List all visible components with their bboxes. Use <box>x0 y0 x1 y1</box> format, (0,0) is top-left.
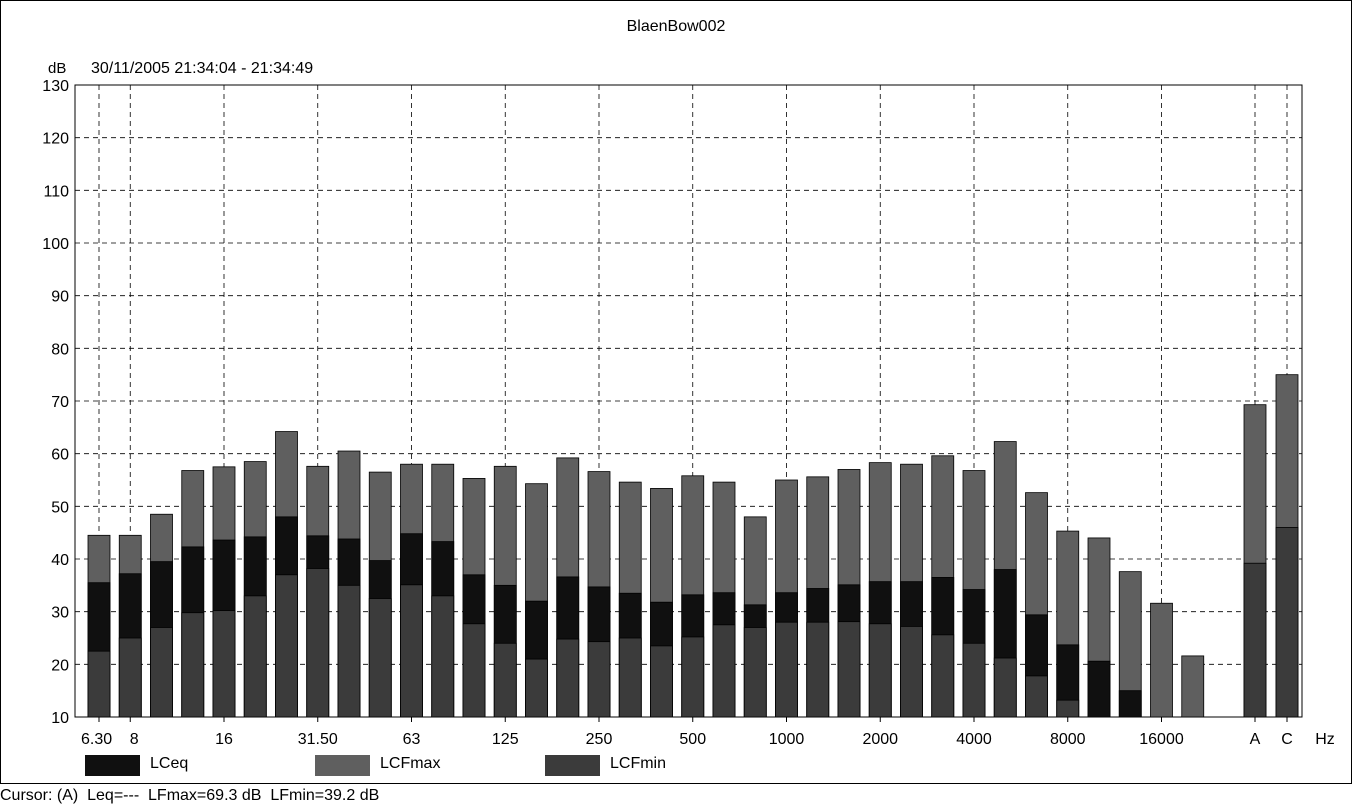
bar-lcfmin <box>806 621 830 718</box>
bar-lceq <box>1087 660 1111 718</box>
legend-label-lcfmin: LCFmin <box>610 755 667 772</box>
bar-lcfmin <box>931 634 955 718</box>
bar-lcfmin <box>275 574 298 718</box>
bar-lcfmin <box>650 645 673 718</box>
y-tick-label: 110 <box>43 183 69 200</box>
bar-lceq <box>1118 690 1142 718</box>
spectrum-chart: 10 20 30 40 50 60 70 80 90 100 110 120 130 6.30 8 16 31.… <box>42 78 1335 748</box>
x-tick-label: 2000 <box>862 731 898 748</box>
legend-swatch-lcfmax <box>315 755 370 776</box>
measurement-time-range: 30/11/2005 21:34:04 - 21:34:49 <box>91 60 314 77</box>
y-tick-label: 10 <box>51 710 69 727</box>
bar-lcfmin <box>993 657 1017 718</box>
bar-lcfmin <box>525 658 548 718</box>
x-tick-label: 500 <box>679 731 706 748</box>
bar-lcfmin <box>900 626 923 718</box>
bar-lcfmin <box>118 637 142 718</box>
bar-lcfmin <box>556 638 580 718</box>
bar-lcfmax <box>1150 602 1173 718</box>
y-tick-label: 120 <box>42 131 69 148</box>
legend-label-lcfmax: LCFmax <box>380 755 441 772</box>
y-tick-label: 40 <box>51 552 69 569</box>
y-tick-label: 90 <box>51 289 69 306</box>
y-tick-label: 130 <box>42 78 69 95</box>
x-tick-label: 6.30 <box>81 731 112 748</box>
legend-swatch-lcfmin <box>545 755 600 776</box>
bar-lcfmin <box>868 623 892 718</box>
bar-lcfmin <box>743 627 767 718</box>
bar-lcfmin <box>1056 699 1080 718</box>
x-tick-label: 125 <box>492 731 519 748</box>
bar-lcfmin <box>400 584 423 718</box>
y-tick-label: 70 <box>51 394 69 411</box>
bar-lcfmin <box>1243 562 1267 718</box>
x-axis-unit-label: Hz <box>1315 731 1335 748</box>
bar-lcfmin <box>837 621 861 718</box>
x-tick-label: 31.50 <box>298 731 338 748</box>
cursor-status-line: Cursor: (A) Leq=--- LFmax=69.3 dB LFmin=… <box>0 787 380 804</box>
bar-lcfmin <box>87 650 111 718</box>
bar-lcfmin <box>681 636 705 718</box>
x-tick-label: 63 <box>403 731 421 748</box>
legend-label-lceq: LCeq <box>150 755 189 772</box>
x-tick-label: 8000 <box>1050 731 1086 748</box>
bar-lcfmin <box>1025 675 1048 718</box>
x-tick-label: 4000 <box>956 731 992 748</box>
bar-lcfmin <box>431 595 455 718</box>
legend-swatch-lceq <box>85 755 140 776</box>
x-tick-label: C <box>1281 731 1293 748</box>
x-tick-label: 1000 <box>769 731 805 748</box>
x-tick-label: 250 <box>586 731 613 748</box>
chart-frame <box>0 0 1352 784</box>
y-tick-label: 30 <box>51 605 69 622</box>
bar-lcfmin <box>775 621 798 718</box>
bar-lcfmin <box>181 612 205 718</box>
bar-lcfmin <box>587 641 611 718</box>
bar-lcfmin <box>243 595 267 718</box>
bar-lcfmin <box>618 637 642 718</box>
bar-lcfmin <box>306 568 330 718</box>
bar-lcfmin <box>1275 527 1299 718</box>
y-tick-label: 80 <box>51 341 69 358</box>
bar-lcfmin <box>462 623 486 718</box>
bar-lcfmax <box>1181 655 1205 718</box>
y-tick-label: 60 <box>51 447 69 464</box>
chart-title: BlaenBow002 <box>626 18 726 35</box>
y-tick-label: 20 <box>51 657 69 674</box>
x-tick-label: 8 <box>130 731 139 748</box>
y-tick-label: 100 <box>42 236 69 253</box>
bar-lcfmin <box>962 642 986 718</box>
x-tick-label: A <box>1250 731 1261 748</box>
y-tick-label: 50 <box>51 499 69 516</box>
bar-lcfmin <box>712 624 736 718</box>
bar-lcfmin <box>368 598 392 718</box>
x-tick-label: 16000 <box>1139 731 1184 748</box>
bar-lcfmin <box>337 584 361 718</box>
bar-lcfmin <box>493 642 517 718</box>
bar-lcfmin <box>212 610 236 718</box>
x-tick-label: 16 <box>215 731 233 748</box>
bar-lcfmin <box>150 627 173 718</box>
y-axis-unit-label: dB <box>48 60 67 77</box>
